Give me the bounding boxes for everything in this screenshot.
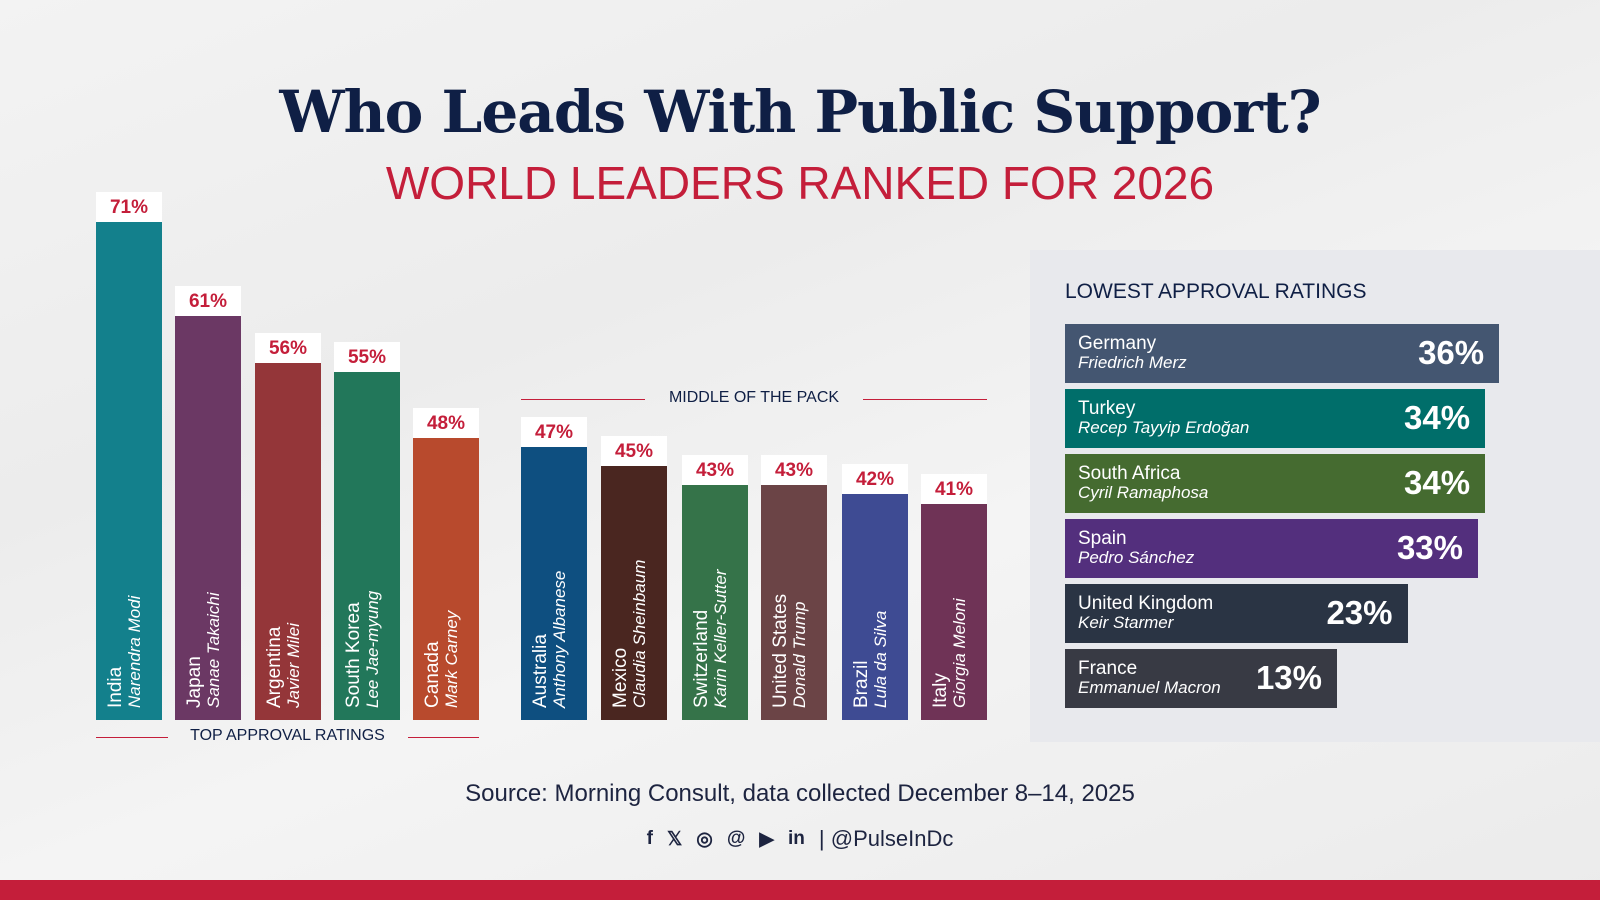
leader-label: Keir Starmer — [1078, 613, 1174, 632]
bar-australia: Australia Anthony Albanese — [521, 447, 587, 720]
leader-label: Lula da Silva — [871, 610, 890, 708]
section-divider — [521, 399, 646, 400]
country-label: Italy — [930, 673, 951, 708]
bar-south-korea: South Korea Lee Jae-myung — [334, 372, 400, 720]
lowest-approval-title: LOWEST APPROVAL RATINGS — [1065, 280, 1367, 303]
bar-text: South Korea Lee Jae-myung — [343, 590, 382, 708]
leader-label: Narendra Modi — [125, 595, 144, 708]
bar-mexico: Mexico Claudia Sheinbaum — [601, 466, 667, 720]
leader-label: Pedro Sánchez — [1078, 548, 1195, 567]
value-label: 47% — [521, 417, 587, 448]
instagram-icon[interactable]: ◎ — [696, 828, 713, 850]
footer-bar — [0, 880, 1600, 900]
value-label: 45% — [601, 436, 667, 467]
bar-text: Switzerland Karin Keller-Sutter — [691, 569, 730, 708]
bar-south-africa: South Africa Cyril Ramaphosa 34% — [1065, 454, 1486, 513]
youtube-icon[interactable]: ▶ — [759, 828, 775, 850]
bar-united-kingdom: United Kingdom Keir Starmer 23% — [1065, 584, 1408, 643]
bar-germany: Germany Friedrich Merz 36% — [1065, 324, 1500, 383]
social-handle: | @PulseInDc — [818, 826, 954, 851]
bar-switzerland: Switzerland Karin Keller-Sutter — [682, 485, 748, 720]
bar-text: United States Donald Trump — [770, 593, 809, 708]
country-label: Mexico — [610, 647, 631, 708]
country-label: Japan — [184, 656, 205, 708]
value-label: 71% — [96, 191, 162, 222]
country-label: Canada — [422, 641, 443, 708]
leader-label: Sanae Takaichi — [204, 592, 223, 708]
bar-canada: Canada Mark Carney — [413, 438, 479, 720]
country-label: United Kingdom — [1078, 593, 1214, 614]
social-row: f 𝕏 ◎ @ ▶ in | @PulseInDc — [0, 826, 1600, 852]
value-label: 34% — [1403, 464, 1471, 501]
source-note: Source: Morning Consult, data collected … — [465, 780, 1135, 807]
bar-text: Canada Mark Carney — [422, 610, 461, 708]
leader-label: Karin Keller-Sutter — [711, 569, 730, 708]
bar-text: Japan Sanae Takaichi — [184, 592, 223, 708]
leader-label: Anthony Albanese — [550, 570, 569, 708]
country-label: South Korea — [343, 602, 364, 708]
leader-label: Cyril Ramaphosa — [1078, 483, 1209, 502]
section-divider — [96, 737, 168, 738]
country-label: Australia — [530, 634, 551, 708]
leader-label: Mark Carney — [442, 610, 461, 708]
bar-text: Brazil Lula da Silva — [851, 610, 890, 708]
bar-text: India Narendra Modi — [105, 595, 144, 708]
country-label: India — [105, 666, 126, 708]
section-divider — [862, 399, 987, 400]
leader-label: Javier Milei — [284, 622, 303, 708]
bar-text: Italy Giorgia Meloni — [930, 598, 969, 708]
country-label: South Africa — [1078, 463, 1181, 484]
leader-label: Donald Trump — [790, 601, 809, 708]
value-label: 23% — [1326, 594, 1393, 631]
bar-japan: Japan Sanae Takaichi — [175, 315, 241, 720]
section-divider — [407, 737, 479, 738]
bar-text: Mexico Claudia Sheinbaum — [610, 559, 649, 708]
bar-united-states: United States Donald Trump — [761, 485, 827, 720]
leader-label: Giorgia Meloni — [950, 598, 969, 708]
value-label: 41% — [921, 473, 987, 504]
value-label: 43% — [761, 455, 827, 485]
value-label: 55% — [334, 342, 400, 373]
threads-icon[interactable]: @ — [726, 828, 746, 849]
leader-label: Claudia Sheinbaum — [630, 559, 649, 708]
country-label: France — [1078, 658, 1138, 679]
leader-label: Recep Tayyip Erdoğan — [1078, 418, 1250, 437]
linkedin-icon[interactable]: in — [788, 828, 805, 849]
value-label: 43% — [682, 455, 748, 485]
leader-label: Emmanuel Macron — [1078, 678, 1221, 697]
page-subtitle: WORLD LEADERS RANKED FOR 2026 — [385, 157, 1215, 209]
country-label: Turkey — [1078, 398, 1136, 419]
country-label: Germany — [1078, 333, 1157, 354]
leader-label: Lee Jae-myung — [363, 590, 382, 708]
x-icon[interactable]: 𝕏 — [666, 828, 683, 850]
facebook-icon[interactable]: f — [646, 828, 653, 849]
country-label: Brazil — [851, 660, 872, 708]
value-label: 61% — [175, 285, 241, 316]
country-label: United States — [770, 593, 791, 708]
leader-label: Friedrich Merz — [1078, 353, 1187, 372]
value-label: 13% — [1255, 659, 1322, 696]
country-label: Spain — [1078, 528, 1127, 549]
bar-france: France Emmanuel Macron 13% — [1065, 649, 1337, 708]
section-label: MIDDLE OF THE PACK — [668, 389, 840, 406]
country-label: Argentina — [264, 626, 285, 708]
bar-argentina: Argentina Javier Milei — [255, 362, 321, 720]
value-label: 48% — [413, 408, 479, 438]
bar-india: India Narendra Modi — [96, 221, 162, 720]
value-label: 33% — [1396, 529, 1463, 566]
bar-turkey: Turkey Recep Tayyip Erdoğan 34% — [1065, 389, 1486, 448]
section-label: TOP APPROVAL RATINGS — [190, 727, 385, 744]
bar-spain: Spain Pedro Sánchez 33% — [1065, 519, 1478, 578]
page-title: Who Leads With Public Support? — [279, 78, 1321, 146]
value-label: 56% — [255, 332, 321, 363]
bar-text: Australia Anthony Albanese — [530, 570, 569, 708]
bar-italy: Italy Giorgia Meloni — [921, 503, 987, 720]
country-label: Switzerland — [691, 609, 712, 708]
value-label: 36% — [1418, 334, 1485, 371]
bar-text: Argentina Javier Milei — [264, 622, 303, 708]
value-label: 34% — [1403, 399, 1471, 436]
value-label: 42% — [842, 464, 908, 495]
bar-brazil: Brazil Lula da Silva — [842, 494, 908, 720]
